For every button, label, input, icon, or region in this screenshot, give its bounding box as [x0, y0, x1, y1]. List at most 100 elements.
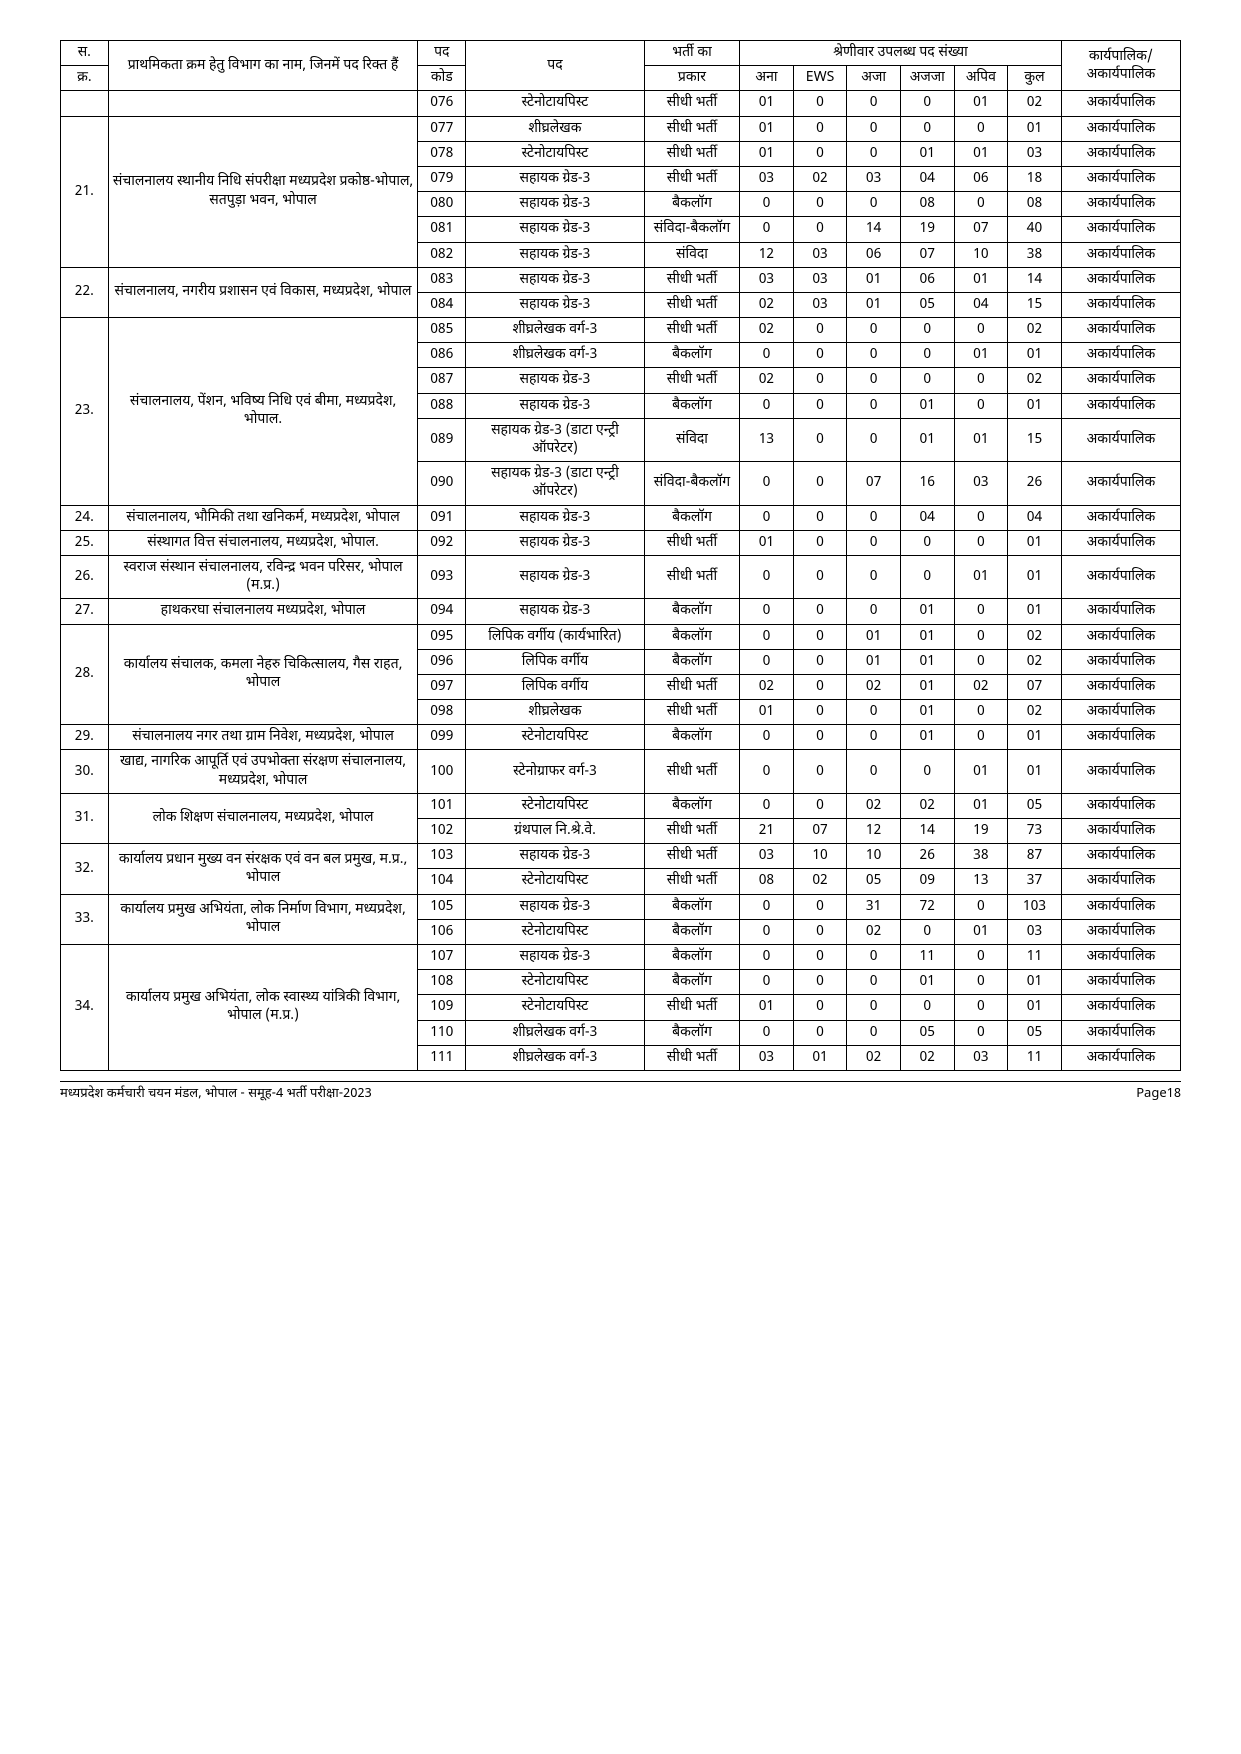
- cell: बैकलॉग: [644, 192, 739, 217]
- cell-sno: 29.: [61, 725, 109, 750]
- cell: 02: [740, 368, 794, 393]
- cell: 0: [847, 725, 901, 750]
- cell-sno: 33.: [61, 894, 109, 944]
- cell: 03: [740, 1045, 794, 1070]
- cell: अकार्यपालिक: [1061, 793, 1180, 818]
- cell: 10: [954, 242, 1008, 267]
- cell: 16: [900, 462, 954, 505]
- footer-left: मध्यप्रदेश कर्मचारी चयन मंडल, भोपाल - सम…: [60, 1086, 372, 1103]
- cell: सहायक ग्रेड-3: [466, 505, 645, 530]
- cell: 082: [418, 242, 466, 267]
- cell: 03: [740, 166, 794, 191]
- cell: 0: [954, 192, 1008, 217]
- table-row: 25.संस्थागत वित्त संचालनालय, मध्यप्रदेश,…: [61, 530, 1181, 555]
- cell: शीघ्रलेखक वर्ग-3: [466, 1045, 645, 1070]
- cell: 01: [954, 750, 1008, 793]
- cell: 0: [793, 894, 847, 919]
- cell: सहायक ग्रेड-3: [466, 166, 645, 191]
- cell: अकार्यपालिक: [1061, 343, 1180, 368]
- cell: 0: [793, 944, 847, 969]
- cell: 081: [418, 217, 466, 242]
- cell: 14: [847, 217, 901, 242]
- cell: अकार्यपालिक: [1061, 869, 1180, 894]
- cell: 19: [954, 819, 1008, 844]
- cell-dept: [108, 91, 418, 116]
- th-c4: अजजा: [900, 66, 954, 91]
- cell: 111: [418, 1045, 466, 1070]
- cell: अकार्यपालिक: [1061, 919, 1180, 944]
- cell: सीधी भर्ती: [644, 750, 739, 793]
- cell: 0: [900, 343, 954, 368]
- cell: सहायक ग्रेड-3: [466, 192, 645, 217]
- cell: स्टेनोग्राफर वर्ग-3: [466, 750, 645, 793]
- cell: लिपिक वर्गीय: [466, 649, 645, 674]
- cell: 02: [793, 166, 847, 191]
- cell: संविदा: [644, 418, 739, 461]
- cell: 0: [954, 700, 1008, 725]
- cell: 0: [793, 505, 847, 530]
- cell: 01: [954, 91, 1008, 116]
- cell: अकार्यपालिक: [1061, 700, 1180, 725]
- cell: 0: [847, 700, 901, 725]
- cell: बैकलॉग: [644, 725, 739, 750]
- cell: स्टेनोटायपिस्ट: [466, 91, 645, 116]
- cell: 01: [740, 141, 794, 166]
- cell: 02: [900, 793, 954, 818]
- cell: 0: [793, 462, 847, 505]
- cell: 0: [793, 530, 847, 555]
- cell: 0: [847, 393, 901, 418]
- cell: अकार्यपालिक: [1061, 819, 1180, 844]
- th-sno-2: क्र.: [61, 66, 109, 91]
- cell: 108: [418, 970, 466, 995]
- th-code-2: कोड: [418, 66, 466, 91]
- table-row: 23.संचालनालय, पेंशन, भविष्य निधि एवं बीम…: [61, 318, 1181, 343]
- page-footer: मध्यप्रदेश कर्मचारी चयन मंडल, भोपाल - सम…: [60, 1081, 1181, 1103]
- cell: सीधी भर्ती: [644, 368, 739, 393]
- cell: 0: [847, 116, 901, 141]
- cell: बैकलॉग: [644, 793, 739, 818]
- cell: 0: [847, 343, 901, 368]
- cell: 07: [954, 217, 1008, 242]
- cell: 0: [793, 1020, 847, 1045]
- cell: 01: [740, 700, 794, 725]
- cell: 03: [793, 267, 847, 292]
- cell: 11: [1008, 944, 1062, 969]
- cell: 101: [418, 793, 466, 818]
- cell: अकार्यपालिक: [1061, 141, 1180, 166]
- cell: स्टेनोटायपिस्ट: [466, 919, 645, 944]
- cell: 01: [1008, 750, 1062, 793]
- cell: 0: [847, 505, 901, 530]
- cell: 089: [418, 418, 466, 461]
- cell: 100: [418, 750, 466, 793]
- cell: 0: [740, 1020, 794, 1045]
- th-type-2: प्रकार: [644, 66, 739, 91]
- cell: सीधी भर्ती: [644, 91, 739, 116]
- cell-sno: [61, 91, 109, 116]
- table-row: 33.कार्यालय प्रमुख अभियंता, लोक निर्माण …: [61, 894, 1181, 919]
- recruitment-table: स. प्राथमिकता क्रम हेतु विभाग का नाम, जि…: [60, 40, 1181, 1071]
- table-row: 24.संचालनालय, भौमिकी तथा खनिकर्म, मध्यप्…: [61, 505, 1181, 530]
- cell: सहायक ग्रेड-3: [466, 267, 645, 292]
- cell: 0: [954, 624, 1008, 649]
- cell: 07: [847, 462, 901, 505]
- cell: 01: [847, 649, 901, 674]
- cell: 02: [847, 919, 901, 944]
- cell: 0: [740, 725, 794, 750]
- cell: 02: [847, 674, 901, 699]
- cell: 06: [847, 242, 901, 267]
- cell: अकार्यपालिक: [1061, 505, 1180, 530]
- cell: 26: [900, 844, 954, 869]
- cell: 0: [954, 649, 1008, 674]
- cell-dept: कार्यालय प्रमुख अभियंता, लोक निर्माण विभ…: [108, 894, 418, 944]
- cell: 080: [418, 192, 466, 217]
- cell: सहायक ग्रेड-3: [466, 368, 645, 393]
- cell: 106: [418, 919, 466, 944]
- cell: 0: [847, 141, 901, 166]
- cell: स्टेनोटायपिस्ट: [466, 141, 645, 166]
- cell: 0: [900, 750, 954, 793]
- cell: 01: [900, 700, 954, 725]
- cell-sno: 30.: [61, 750, 109, 793]
- cell: सीधी भर्ती: [644, 292, 739, 317]
- table-row: 29.संचालनालय नगर तथा ग्राम निवेश, मध्यप्…: [61, 725, 1181, 750]
- cell: 03: [740, 844, 794, 869]
